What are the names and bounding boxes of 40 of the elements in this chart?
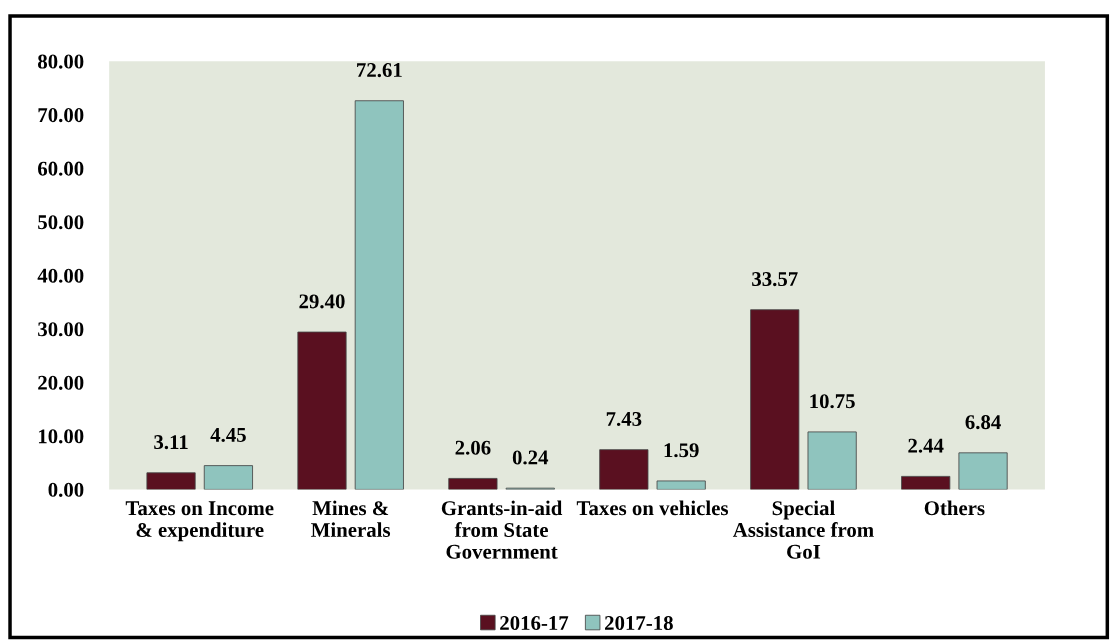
y-tick-label: 60.00 [38, 161, 84, 176]
data-label: 1.59 [664, 443, 699, 458]
y-tick-label: 0.00 [48, 482, 84, 497]
x-tick-label: Taxes on vehicles [576, 500, 729, 516]
data-label: 2.44 [908, 438, 944, 453]
data-label: 2.06 [455, 440, 491, 455]
x-tick-label: Grants-in-aid from State Government [441, 500, 563, 559]
x-tick-label: Special Assistance from GoI [732, 500, 874, 559]
bar [354, 100, 404, 490]
data-label: 6.84 [965, 415, 1001, 430]
data-label: 10.75 [810, 394, 855, 409]
x-tick-label: Others [924, 500, 985, 516]
bar [750, 309, 800, 490]
y-tick-label: 40.00 [37, 268, 84, 283]
y-tick-label: 50.00 [38, 215, 84, 230]
y-tick-label: 10.00 [38, 429, 84, 444]
data-label: 33.57 [752, 272, 798, 287]
data-label: 3.11 [154, 435, 188, 450]
data-label: 29.40 [299, 294, 345, 309]
bar [448, 477, 498, 490]
legend-label: 2016-17 [500, 615, 569, 631]
y-tick-label: 70.00 [38, 108, 84, 123]
data-label: 72.61 [357, 63, 402, 78]
y-tick-label: 30.00 [38, 322, 84, 337]
y-tick-label: 80.00 [37, 54, 84, 69]
bar [297, 331, 347, 490]
data-label: 4.45 [210, 428, 246, 443]
bar [203, 465, 253, 490]
bar [599, 449, 649, 490]
bar [146, 472, 196, 490]
bar [807, 431, 857, 490]
x-tick-label: Mines & Minerals [311, 500, 391, 537]
bar [656, 480, 706, 490]
x-tick-label: Taxes on Income & expenditure [125, 501, 274, 542]
bar [958, 452, 1008, 490]
bar [901, 475, 951, 490]
data-label: 7.43 [606, 411, 642, 427]
data-label: 0.24 [512, 450, 549, 465]
legend-label: 2017-18 [605, 615, 673, 631]
y-tick-label: 20.00 [38, 375, 84, 390]
